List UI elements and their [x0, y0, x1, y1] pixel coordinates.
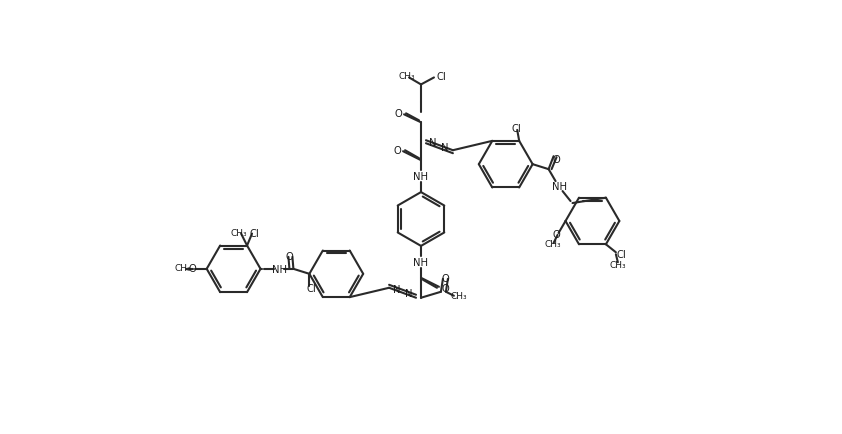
Text: Cl: Cl	[511, 124, 521, 134]
Text: Cl: Cl	[617, 250, 626, 260]
Text: O: O	[394, 109, 402, 119]
Text: O: O	[441, 283, 449, 293]
Text: NH: NH	[552, 182, 567, 192]
Text: O: O	[393, 146, 401, 156]
Text: O: O	[189, 263, 196, 273]
Text: CH₃: CH₃	[450, 292, 467, 301]
Text: Cl: Cl	[436, 72, 445, 82]
Text: O: O	[552, 155, 561, 165]
Text: NH: NH	[413, 172, 429, 182]
Text: N: N	[393, 284, 401, 294]
Text: Cl: Cl	[306, 283, 317, 293]
Text: N: N	[405, 288, 413, 298]
Text: O: O	[441, 273, 449, 283]
Text: Cl: Cl	[249, 228, 258, 238]
Text: N: N	[441, 143, 449, 153]
Text: CH₃: CH₃	[544, 240, 561, 249]
Text: O: O	[285, 251, 293, 261]
Text: CH₃: CH₃	[174, 264, 191, 273]
Text: NH: NH	[413, 257, 429, 267]
Text: NH: NH	[272, 264, 287, 274]
Text: CH₃: CH₃	[399, 72, 415, 81]
Text: CH₃: CH₃	[610, 260, 626, 269]
Text: O: O	[552, 230, 561, 240]
Text: CH₃: CH₃	[231, 229, 248, 237]
Text: N: N	[429, 138, 437, 148]
